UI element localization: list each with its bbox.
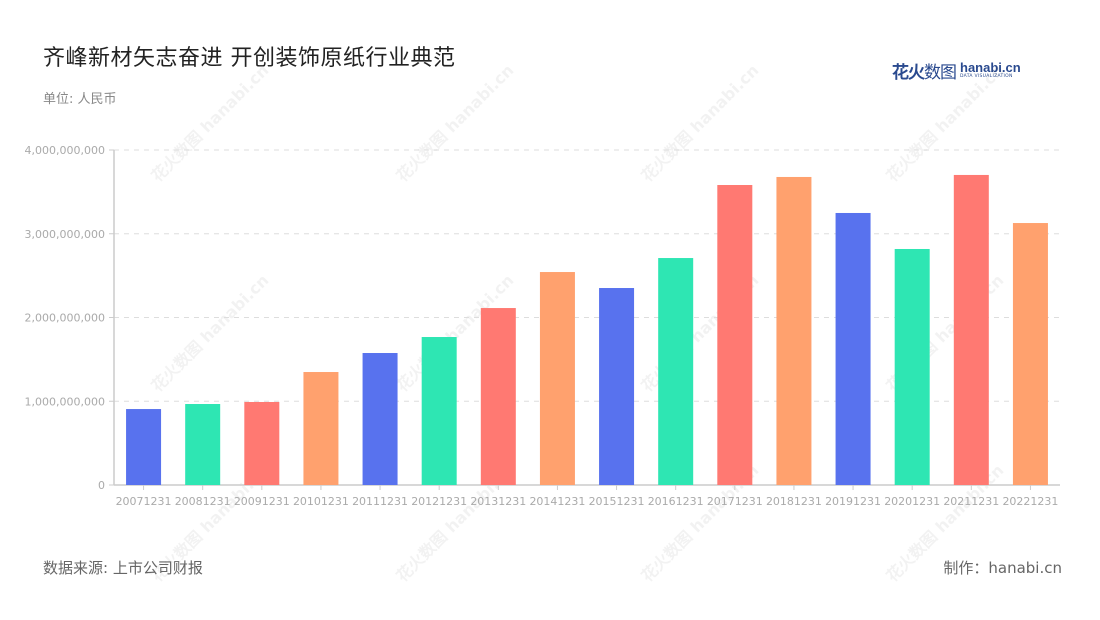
bar <box>599 288 635 485</box>
x-tick-label: 20141231 <box>529 495 585 508</box>
bar <box>539 272 575 485</box>
bar <box>658 258 694 485</box>
x-tick-label: 20121231 <box>411 495 467 508</box>
bar <box>717 185 753 485</box>
y-tick-label: 0 <box>98 479 105 492</box>
bar <box>185 404 221 485</box>
bar <box>362 353 398 485</box>
x-tick-label: 20111231 <box>352 495 408 508</box>
bar <box>126 409 162 485</box>
x-tick-label: 20171231 <box>707 495 763 508</box>
credit-label: 制作：hanabi.cn <box>943 559 1062 577</box>
x-tick-label: 20221231 <box>1002 495 1058 508</box>
logo-text-en: hanabi.cn DATA VISUALIZATION <box>960 60 1021 80</box>
y-tick-label: 1,000,000,000 <box>25 395 105 408</box>
brand-logo: 花火数图 hanabi.cn DATA VISUALIZATION <box>892 58 1021 83</box>
bar <box>894 248 930 485</box>
x-tick-label: 20201231 <box>884 495 940 508</box>
bar <box>244 402 280 485</box>
bar <box>835 212 871 486</box>
y-tick-label: 2,000,000,000 <box>25 312 105 325</box>
bar <box>1012 223 1048 485</box>
x-tick-label: 20101231 <box>293 495 349 508</box>
x-tick-label: 20081231 <box>175 495 231 508</box>
x-tick-label: 20211231 <box>943 495 999 508</box>
logo-text-cn: 花火数图 <box>892 63 957 83</box>
x-tick-label: 20091231 <box>234 495 290 508</box>
x-tick-label: 20151231 <box>589 495 645 508</box>
x-tick-label: 20131231 <box>470 495 526 508</box>
unit-label: 单位: 人民币 <box>43 92 117 107</box>
bar <box>776 176 812 485</box>
x-tick-label: 20181231 <box>766 495 822 508</box>
bar <box>303 372 339 485</box>
bar <box>421 337 457 485</box>
x-tick-label: 20191231 <box>825 495 881 508</box>
x-tick-label: 20161231 <box>648 495 704 508</box>
data-source: 数据来源: 上市公司财报 <box>43 559 203 577</box>
chart-title: 齐峰新材矢志奋进 开创装饰原纸行业典范 <box>43 46 456 71</box>
y-tick-label: 4,000,000,000 <box>25 144 105 157</box>
bar <box>480 308 516 485</box>
y-tick-label: 3,000,000,000 <box>25 228 105 241</box>
bar <box>953 174 989 485</box>
x-tick-label: 20071231 <box>116 495 172 508</box>
